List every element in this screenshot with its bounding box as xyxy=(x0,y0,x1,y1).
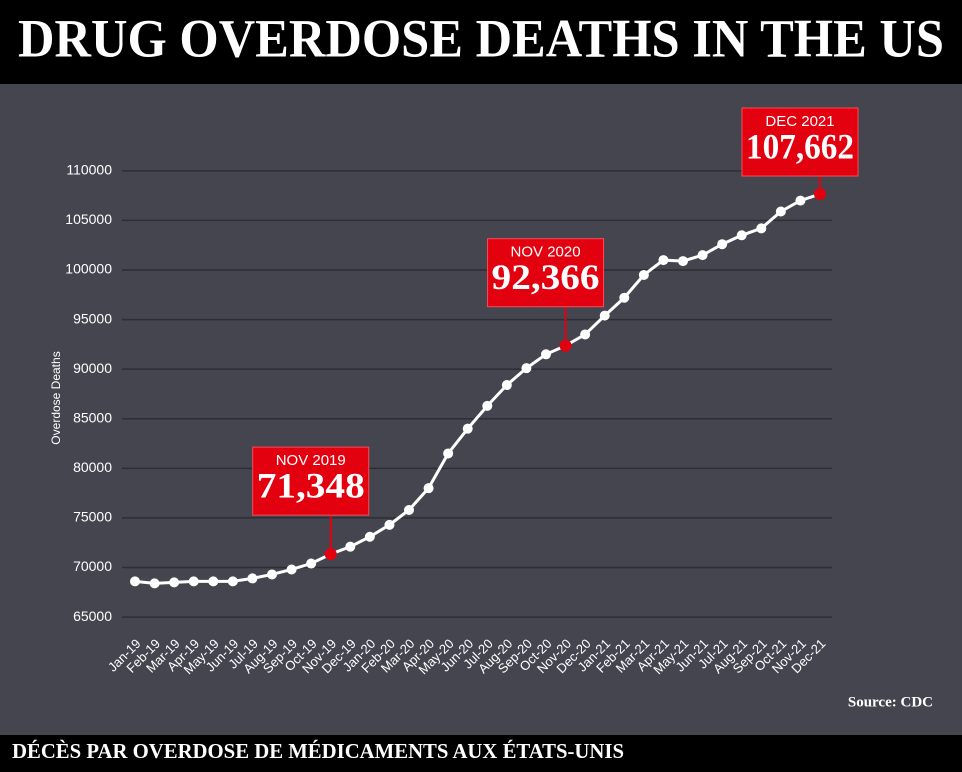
point xyxy=(697,250,708,261)
point xyxy=(188,576,199,587)
callout-box xyxy=(741,107,859,177)
point xyxy=(756,223,767,234)
point xyxy=(717,239,728,250)
point xyxy=(208,576,219,587)
title-bar xyxy=(0,0,962,84)
y-tick-label: 90000 xyxy=(73,360,112,376)
y-tick-label: 110000 xyxy=(66,162,112,178)
point xyxy=(227,576,238,587)
point xyxy=(619,292,630,303)
callout-title: NOV 2020 xyxy=(511,244,581,261)
point xyxy=(638,269,649,280)
point xyxy=(521,363,532,374)
value-label: 107,662 xyxy=(746,126,854,166)
subtitle-bar xyxy=(0,735,962,772)
point xyxy=(599,310,610,321)
callout-title: DEC 2021 xyxy=(765,113,834,130)
point xyxy=(541,349,551,360)
value-label: 92,366 xyxy=(492,257,600,297)
point xyxy=(149,578,160,589)
point xyxy=(423,483,434,494)
point xyxy=(443,448,454,459)
y-tick-label: 85000 xyxy=(73,409,112,425)
point xyxy=(384,519,395,530)
y-axis-label: Overdose Deaths xyxy=(49,351,63,444)
y-tick-label: 105000 xyxy=(65,211,112,227)
point xyxy=(580,329,591,340)
y-tick-label: 95000 xyxy=(73,310,112,326)
subtitle: DÉCÈS PAR OVERDOSE DE MÉDICAMENTS AUX ÉT… xyxy=(12,739,624,763)
point xyxy=(306,558,317,569)
callout-title: NOV 2019 xyxy=(276,452,346,469)
point xyxy=(247,573,258,584)
point xyxy=(775,206,786,217)
point xyxy=(462,423,473,434)
point xyxy=(501,380,512,391)
value-label: 71,348 xyxy=(257,465,365,505)
point xyxy=(678,256,688,267)
point xyxy=(404,504,414,515)
point xyxy=(658,255,669,266)
source: Source: CDC xyxy=(848,694,933,710)
point xyxy=(286,564,297,575)
point xyxy=(736,230,747,241)
y-tick-label: 80000 xyxy=(73,459,112,475)
point xyxy=(169,577,180,588)
point xyxy=(345,541,356,552)
chart-title: DRUG OVERDOSE DEATHS IN THE US xyxy=(18,8,944,68)
callout-box xyxy=(487,238,605,308)
point xyxy=(795,195,806,206)
y-tick-label: 65000 xyxy=(73,608,112,624)
point xyxy=(130,576,140,587)
y-tick-label: 75000 xyxy=(73,509,112,525)
point xyxy=(364,531,375,542)
y-tick-label: 100000 xyxy=(65,261,112,277)
point xyxy=(267,569,277,580)
callout-box xyxy=(252,446,370,516)
y-tick-label: 70000 xyxy=(73,558,112,574)
point xyxy=(482,400,493,411)
